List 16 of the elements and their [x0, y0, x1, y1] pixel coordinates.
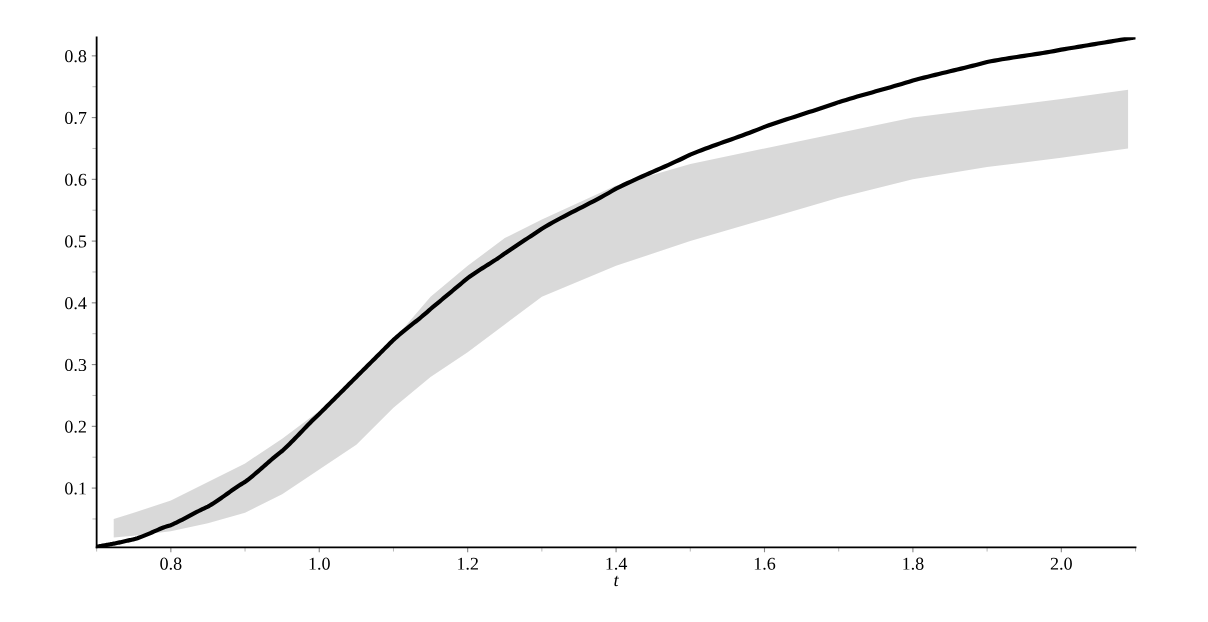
x-tick-label: 1.4 — [606, 557, 628, 570]
y-tick-label: 0.2 — [65, 420, 86, 433]
y-tick-label: 0.5 — [65, 235, 87, 248]
x-tick-label: 1.6 — [754, 557, 776, 570]
y-tick-label: 0.4 — [65, 297, 87, 310]
x-tick-label: 1.2 — [457, 557, 478, 570]
y-tick-label: 0.3 — [65, 358, 87, 372]
y-tick-label: 0.1 — [65, 482, 86, 495]
x-tick-label: 2.0 — [1050, 557, 1072, 570]
x-tick-label: 1.8 — [903, 557, 924, 570]
y-tick-label: 0.7 — [65, 111, 87, 125]
y-tick-label: 0.8 — [65, 50, 87, 63]
x-tick-label: 1.0 — [309, 557, 330, 570]
x-axis-title: t — [614, 575, 619, 587]
x-tick-label: 0.8 — [160, 557, 182, 570]
y-tick-label: 0.6 — [65, 173, 87, 186]
